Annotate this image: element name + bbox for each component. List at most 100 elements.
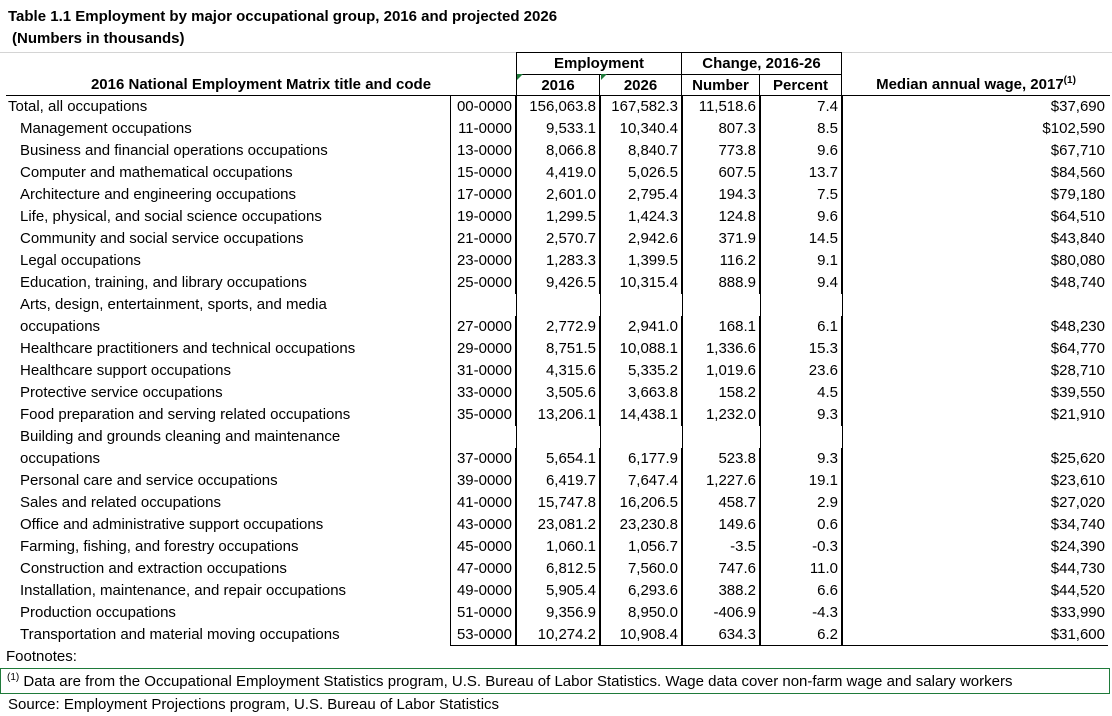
median-wage[interactable]: $39,550 — [1050, 384, 1105, 401]
median-wage[interactable]: $28,710 — [1050, 362, 1105, 379]
occupation-code[interactable]: 21-0000 — [450, 228, 516, 250]
change-number[interactable]: 116.2 — [682, 250, 760, 272]
employment-2026[interactable]: 16,206.5 — [600, 492, 682, 514]
change-percent[interactable]: 2.9 — [760, 492, 842, 514]
employment-2026[interactable]: 7,647.4 — [600, 470, 682, 492]
employment-2026[interactable]: 6,177.9 — [600, 448, 682, 470]
employment-2026[interactable]: 5,335.2 — [600, 360, 682, 382]
employment-2026[interactable]: 10,315.4 — [600, 272, 682, 294]
employment-2016[interactable]: 9,533.1 — [516, 118, 600, 140]
change-number[interactable]: 807.3 — [682, 118, 760, 140]
employment-2016[interactable]: 4,419.0 — [516, 162, 600, 184]
employment-2026[interactable]: 14,438.1 — [600, 404, 682, 426]
employment-2016[interactable]: 4,315.6 — [516, 360, 600, 382]
occupation-title[interactable]: Business and financial operations occupa… — [20, 142, 328, 159]
occupation-code[interactable]: 29-0000 — [450, 338, 516, 360]
change-number[interactable]: 11,518.6 — [682, 96, 760, 118]
change-percent[interactable]: 7.5 — [760, 184, 842, 206]
occupation-title[interactable]: Office and administrative support occupa… — [20, 516, 324, 533]
change-number[interactable]: 773.8 — [682, 140, 760, 162]
change-number[interactable]: 747.6 — [682, 558, 760, 580]
employment-2016[interactable]: 8,751.5 — [516, 338, 600, 360]
change-number[interactable]: 634.3 — [682, 624, 760, 646]
occupation-code[interactable]: 31-0000 — [450, 360, 516, 382]
median-wage[interactable]: $27,020 — [1050, 494, 1105, 511]
change-number[interactable]: 158.2 — [682, 382, 760, 404]
occupation-title[interactable]: Transportation and material moving occup… — [20, 626, 340, 643]
median-wage[interactable]: $102,590 — [1042, 120, 1105, 137]
employment-2026[interactable]: 10,088.1 — [600, 338, 682, 360]
occupation-code[interactable]: 11-0000 — [450, 118, 516, 140]
median-wage[interactable]: $31,600 — [842, 624, 1108, 646]
occupation-title[interactable]: Protective service occupations — [20, 384, 223, 401]
change-number[interactable]: -406.9 — [682, 602, 760, 624]
employment-2026[interactable]: 5,026.5 — [600, 162, 682, 184]
change-number[interactable]: 388.2 — [682, 580, 760, 602]
occupation-code[interactable]: 53-0000 — [450, 624, 516, 646]
occupation-code[interactable]: 47-0000 — [450, 558, 516, 580]
employment-2026[interactable]: 23,230.8 — [600, 514, 682, 536]
change-number[interactable]: 194.3 — [682, 184, 760, 206]
change-number[interactable]: 149.6 — [682, 514, 760, 536]
change-number[interactable]: 1,227.6 — [682, 470, 760, 492]
median-wage[interactable]: $48,740 — [1050, 274, 1105, 291]
employment-2016[interactable]: 5,905.4 — [516, 580, 600, 602]
change-number[interactable]: 371.9 — [682, 228, 760, 250]
employment-2026[interactable]: 2,795.4 — [600, 184, 682, 206]
employment-2016[interactable]: 1,299.5 — [516, 206, 600, 228]
employment-2016[interactable]: 2,772.9 — [516, 316, 600, 338]
occupation-code[interactable]: 45-0000 — [450, 536, 516, 558]
change-number[interactable]: 168.1 — [682, 316, 760, 338]
employment-2026[interactable]: 2,941.0 — [600, 316, 682, 338]
median-wage[interactable]: $67,710 — [1050, 142, 1105, 159]
median-wage[interactable]: $25,620 — [1050, 450, 1105, 467]
change-percent[interactable]: 15.3 — [760, 338, 842, 360]
occupation-code[interactable]: 33-0000 — [450, 382, 516, 404]
change-number[interactable]: 523.8 — [682, 448, 760, 470]
employment-2026[interactable]: 1,399.5 — [600, 250, 682, 272]
median-wage[interactable]: $43,840 — [1050, 230, 1105, 247]
employment-2026[interactable]: 8,950.0 — [600, 602, 682, 624]
occupation-title[interactable]: Computer and mathematical occupations — [20, 164, 293, 181]
employment-2016[interactable]: 9,356.9 — [516, 602, 600, 624]
change-percent[interactable]: 9.6 — [760, 140, 842, 162]
median-wage[interactable]: $24,390 — [1050, 538, 1105, 555]
occupation-title[interactable]: Education, training, and library occupat… — [20, 274, 307, 291]
employment-2016[interactable]: 9,426.5 — [516, 272, 600, 294]
change-percent[interactable]: 23.6 — [760, 360, 842, 382]
occupation-code[interactable]: 49-0000 — [450, 580, 516, 602]
occupation-code[interactable]: 17-0000 — [450, 184, 516, 206]
occupation-code[interactable]: 39-0000 — [450, 470, 516, 492]
employment-2026[interactable]: 10,340.4 — [600, 118, 682, 140]
median-wage[interactable]: $34,740 — [1050, 516, 1105, 533]
median-wage[interactable]: $21,910 — [1050, 406, 1105, 423]
median-wage[interactable]: $84,560 — [1050, 164, 1105, 181]
occupation-title[interactable]: Total, all occupations — [8, 98, 148, 115]
change-percent[interactable]: 0.6 — [760, 514, 842, 536]
employment-2026[interactable]: 6,293.6 — [600, 580, 682, 602]
occupation-title[interactable]: Construction and extraction occupations — [20, 560, 287, 577]
employment-2016[interactable]: 10,274.2 — [516, 624, 600, 646]
change-percent[interactable]: 6.2 — [760, 624, 842, 646]
employment-2016[interactable]: 13,206.1 — [516, 404, 600, 426]
occupation-code[interactable]: 35-0000 — [450, 404, 516, 426]
occupation-title[interactable]: Legal occupations — [20, 252, 141, 269]
occupation-code[interactable]: 41-0000 — [450, 492, 516, 514]
median-wage[interactable]: $79,180 — [1050, 186, 1105, 203]
employment-2026[interactable]: 8,840.7 — [600, 140, 682, 162]
change-percent[interactable]: 8.5 — [760, 118, 842, 140]
employment-2026[interactable]: 3,663.8 — [600, 382, 682, 404]
occupation-title[interactable]: Food preparation and serving related occ… — [20, 406, 351, 423]
occupation-title[interactable]: Healthcare practitioners and technical o… — [20, 340, 356, 357]
occupation-title[interactable]: Production occupations — [20, 604, 176, 621]
employment-2016[interactable]: 2,570.7 — [516, 228, 600, 250]
change-number[interactable]: 607.5 — [682, 162, 760, 184]
change-number[interactable]: 1,232.0 — [682, 404, 760, 426]
occupation-title[interactable]: occupations — [20, 318, 101, 335]
occupation-code[interactable]: 51-0000 — [450, 602, 516, 624]
change-percent[interactable]: 4.5 — [760, 382, 842, 404]
employment-2016[interactable]: 5,654.1 — [516, 448, 600, 470]
occupation-code[interactable]: 00-0000 — [450, 96, 516, 118]
employment-2026[interactable]: 1,056.7 — [600, 536, 682, 558]
employment-2016[interactable]: 8,066.8 — [516, 140, 600, 162]
